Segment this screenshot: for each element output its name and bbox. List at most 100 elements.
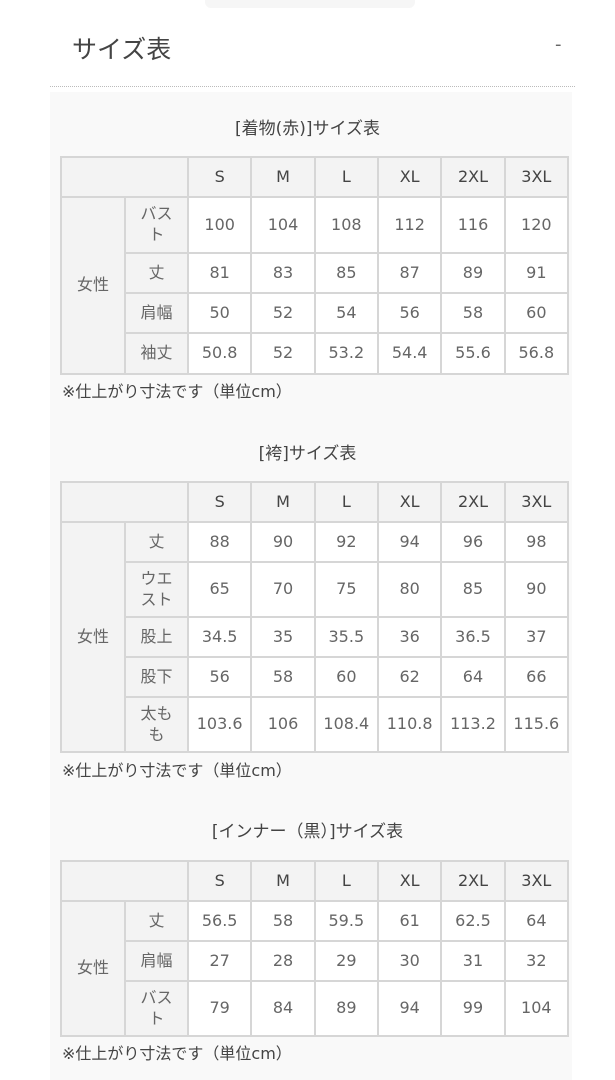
value-cell: 56 — [186, 656, 253, 698]
size-table: S M L XL 2XL 3XL 女性丈 56.5 58 59.5 61 62.5 64 肩幅 27 28 29… — [60, 860, 570, 1037]
value-cell: 112 — [376, 196, 443, 254]
value-cell: 84 — [250, 980, 316, 1037]
value-cell: 59.5 — [313, 900, 379, 942]
value-cell: 115.6 — [503, 696, 570, 753]
size-header: XL — [376, 156, 443, 198]
header-row: S M L XL 2XL 3XL — [60, 156, 570, 198]
value-cell: 104 — [503, 980, 570, 1037]
value-cell: 75 — [313, 561, 379, 618]
table-row: 女性 バスト 100 104 108 112 116 120 — [60, 196, 570, 375]
table-row: 肩幅 50 52 54 56 58 60 — [61, 292, 570, 334]
size-header: M — [250, 860, 316, 902]
table-row: 袖丈 50.8 52 53.2 54.4 55.6 56.8 — [61, 332, 570, 375]
value-cell: 85 — [313, 252, 379, 294]
size-header: XL — [376, 860, 443, 902]
value-cell: 35.5 — [313, 616, 379, 658]
value-cell: 79 — [186, 980, 253, 1037]
value-cell: 66 — [503, 656, 570, 698]
table-row: 股上 34.5 35 35.5 36 36.5 37 — [61, 616, 570, 658]
table-title: [着物(赤)]サイズ表 — [234, 119, 381, 139]
value-cell: 36 — [376, 616, 443, 658]
value-cell: 56.5 — [186, 900, 253, 942]
value-cell: 50 — [186, 292, 253, 334]
value-cell: 37 — [503, 616, 570, 658]
value-cell: 27 — [186, 940, 253, 982]
size-header: L — [313, 481, 379, 523]
value-cell: 65 — [186, 561, 253, 618]
size-header: S — [186, 156, 253, 198]
group-label: 女性 — [60, 900, 126, 1037]
value-cell: 90 — [503, 561, 570, 618]
divider — [50, 86, 575, 87]
value-cell: 31 — [440, 940, 506, 982]
value-cell: 54 — [313, 292, 379, 334]
value-cell: 30 — [376, 940, 443, 982]
size-header: 2XL — [440, 481, 506, 523]
value-cell: 80 — [376, 561, 443, 618]
header-row: S M L XL 2XL 3XL — [60, 860, 570, 902]
unit-note: ※仕上がり寸法です（単位cm） — [62, 382, 292, 401]
value-cell: 91 — [503, 252, 570, 294]
measure-label: ウエスト — [124, 561, 189, 618]
measure-label: 股上 — [124, 616, 189, 658]
value-cell: 116 — [440, 196, 506, 254]
size-header: 3XL — [503, 860, 570, 902]
measure-label: 肩幅 — [124, 292, 189, 334]
table-title: [インナー（黒）]サイズ表 — [211, 822, 404, 842]
value-cell: 99 — [440, 980, 506, 1037]
table-row: 太もも 103.6 106 108.4 110.8 113.2 115.6 — [61, 696, 570, 753]
value-cell: 28 — [250, 940, 316, 982]
value-cell: 35 — [250, 616, 316, 658]
size-table: S M L XL 2XL 3XL 女性 バスト 100 104 108 112 116 120 丈 81 83 8… — [60, 156, 570, 375]
value-cell: 92 — [313, 521, 379, 563]
collapse-toggle[interactable]: - — [555, 34, 562, 55]
value-cell: 50.8 — [186, 332, 253, 375]
measure-label: 肩幅 — [124, 940, 189, 982]
table-row: 股下 56 58 60 62 64 66 — [61, 656, 570, 698]
value-cell: 53.2 — [313, 332, 379, 375]
value-cell: 81 — [186, 252, 253, 294]
value-cell: 108.4 — [313, 696, 379, 753]
value-cell: 56 — [376, 292, 443, 334]
value-cell: 113.2 — [440, 696, 506, 753]
value-cell: 94 — [376, 521, 443, 563]
header-row: S M L XL 2XL 3XL — [60, 481, 570, 523]
size-header: S — [186, 481, 253, 523]
value-cell: 54.4 — [376, 332, 443, 375]
value-cell: 34.5 — [186, 616, 253, 658]
size-header: 2XL — [440, 156, 506, 198]
value-cell: 36.5 — [440, 616, 506, 658]
table-row: ウエスト 65 70 75 80 85 90 — [61, 561, 570, 618]
value-cell: 87 — [376, 252, 443, 294]
value-cell: 96 — [440, 521, 506, 563]
value-cell: 89 — [313, 980, 379, 1037]
value-cell: 58 — [250, 656, 316, 698]
value-cell: 94 — [376, 980, 443, 1037]
size-header: L — [313, 156, 379, 198]
value-cell: 64 — [440, 656, 506, 698]
value-cell: 52 — [250, 292, 316, 334]
value-cell: 104 — [250, 196, 316, 254]
value-cell: 83 — [250, 252, 316, 294]
measure-label: 丈 — [124, 521, 189, 563]
value-cell: 62 — [376, 656, 443, 698]
size-header: M — [250, 481, 316, 523]
value-cell: 60 — [503, 292, 570, 334]
measure-label: 丈 — [124, 252, 189, 294]
value-cell: 58 — [250, 900, 316, 942]
group-label: 女性 — [60, 521, 126, 753]
measure-label: 袖丈 — [124, 332, 189, 375]
size-header: L — [313, 860, 379, 902]
unit-note: ※仕上がり寸法です（単位cm） — [62, 761, 292, 780]
size-header: 3XL — [503, 481, 570, 523]
measure-label: バスト — [124, 196, 189, 254]
value-cell: 55.6 — [440, 332, 506, 375]
value-cell: 106 — [250, 696, 316, 753]
value-cell: 90 — [250, 521, 316, 563]
corner-cell — [60, 860, 189, 902]
size-header: M — [250, 156, 316, 198]
corner-cell — [60, 481, 189, 523]
value-cell: 52 — [250, 332, 316, 375]
measure-label: 股下 — [124, 656, 189, 698]
table-row: 肩幅 27 28 29 30 31 32 — [61, 940, 570, 982]
